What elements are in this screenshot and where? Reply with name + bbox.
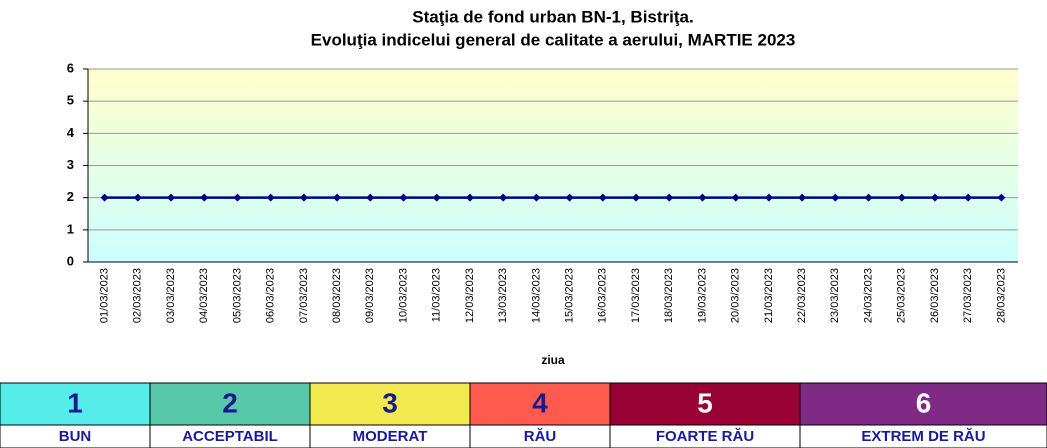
data-point — [997, 193, 1006, 202]
legend-swatch — [0, 382, 151, 426]
legend-label: BUN — [59, 428, 92, 445]
data-point — [133, 193, 142, 202]
x-tick-label: 13/03/2023 — [497, 268, 509, 323]
legend-number: 3 — [382, 387, 398, 418]
x-tick-label: 15/03/2023 — [564, 268, 576, 323]
x-tick-label: 26/03/2023 — [929, 268, 941, 323]
data-point — [167, 193, 176, 202]
y-tick-label: 4 — [67, 125, 75, 140]
chart-title: Evoluţia indicelui general de calitate a… — [311, 30, 796, 49]
data-point — [598, 193, 607, 202]
data-point — [930, 193, 939, 202]
data-point — [565, 193, 574, 202]
x-tick-label: 12/03/2023 — [464, 268, 476, 323]
chart-title: Staţia de fond urban BN-1, Bistriţa. — [412, 7, 693, 26]
legend-swatch — [799, 382, 1047, 426]
legend-number: 2 — [222, 387, 238, 418]
y-tick-label: 5 — [67, 93, 74, 108]
data-point — [698, 193, 707, 202]
x-tick-label: 09/03/2023 — [364, 268, 376, 323]
x-tick-label: 02/03/2023 — [132, 268, 144, 323]
legend-number: 5 — [697, 387, 713, 418]
y-tick-label: 1 — [67, 221, 74, 236]
data-point — [632, 193, 641, 202]
x-tick-label: 05/03/2023 — [231, 268, 243, 323]
x-tick-label: 20/03/2023 — [730, 268, 742, 323]
legend-label: MODERAT — [353, 428, 428, 445]
data-point — [233, 193, 242, 202]
legend-swatch — [469, 382, 611, 426]
data-point — [731, 193, 740, 202]
x-tick-label: 18/03/2023 — [663, 268, 675, 323]
x-tick-label: 24/03/2023 — [862, 268, 874, 323]
x-tick-label: 17/03/2023 — [630, 268, 642, 323]
x-tick-label: 04/03/2023 — [198, 268, 210, 323]
data-point — [399, 193, 408, 202]
x-tick-label: 19/03/2023 — [696, 268, 708, 323]
x-tick-label: 08/03/2023 — [331, 268, 343, 323]
x-tick-label: 14/03/2023 — [530, 268, 542, 323]
data-point — [366, 193, 375, 202]
data-point — [299, 193, 308, 202]
data-point — [897, 193, 906, 202]
data-point — [200, 193, 209, 202]
data-point — [665, 193, 674, 202]
x-tick-label: 07/03/2023 — [298, 268, 310, 323]
legend-label: EXTREM DE RĂU — [861, 428, 985, 445]
x-tick-label: 11/03/2023 — [431, 268, 443, 322]
x-tick-label: 06/03/2023 — [265, 268, 277, 323]
data-point — [831, 193, 840, 202]
data-point — [266, 193, 275, 202]
y-tick-label: 6 — [67, 60, 74, 75]
data-point — [499, 193, 508, 202]
x-tick-label: 21/03/2023 — [763, 268, 775, 323]
x-tick-label: 03/03/2023 — [165, 268, 177, 323]
legend-swatch — [609, 382, 801, 426]
data-point — [100, 193, 109, 202]
legend-swatch — [149, 382, 311, 426]
legend-number: 4 — [532, 387, 548, 418]
x-tick-label: 22/03/2023 — [796, 268, 808, 323]
x-tick-label: 01/03/2023 — [99, 268, 111, 323]
data-point — [465, 193, 474, 202]
x-tick-label: 23/03/2023 — [829, 268, 841, 323]
legend-label: FOARTE RĂU — [656, 428, 754, 445]
legend-number: 6 — [916, 387, 932, 418]
x-tick-label: 27/03/2023 — [962, 268, 974, 323]
y-tick-label: 0 — [67, 253, 74, 268]
data-point — [764, 193, 773, 202]
data-point — [333, 193, 342, 202]
data-point — [532, 193, 541, 202]
legend-label: ACCEPTABIL — [182, 428, 278, 445]
x-tick-label: 25/03/2023 — [896, 268, 908, 323]
x-axis-label: ziua — [541, 353, 565, 367]
data-point — [864, 193, 873, 202]
y-tick-label: 2 — [67, 189, 74, 204]
x-tick-label: 10/03/2023 — [397, 268, 409, 323]
x-tick-label: 16/03/2023 — [597, 268, 609, 323]
legend-number: 1 — [67, 387, 83, 418]
y-tick-label: 3 — [67, 157, 74, 172]
x-tick-label: 28/03/2023 — [995, 268, 1007, 323]
legend-label: RĂU — [524, 428, 557, 445]
legend-label-cell — [799, 424, 1047, 448]
data-point — [432, 193, 441, 202]
data-point — [964, 193, 973, 202]
data-point — [798, 193, 807, 202]
